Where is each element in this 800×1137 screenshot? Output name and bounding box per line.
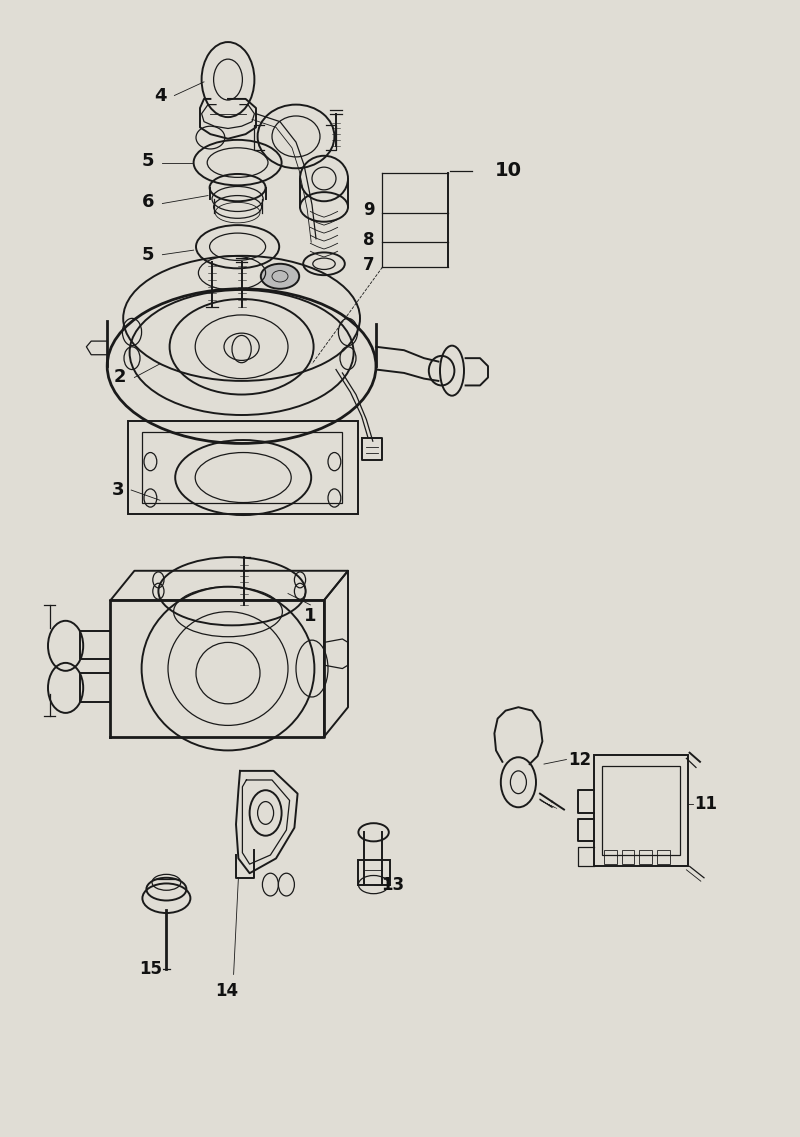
Text: 14: 14 (216, 982, 238, 1001)
Text: 13: 13 (381, 875, 404, 894)
Text: 10: 10 (494, 161, 522, 180)
Text: 6: 6 (142, 193, 154, 211)
Ellipse shape (261, 264, 299, 289)
Text: 1: 1 (304, 607, 317, 625)
Bar (604, 850, 617, 864)
Text: 4: 4 (154, 86, 166, 105)
Bar (657, 850, 670, 864)
Text: 9: 9 (362, 201, 374, 219)
Text: 2: 2 (114, 368, 126, 387)
Text: 7: 7 (362, 256, 374, 274)
Bar (142, 432, 342, 503)
Text: 15: 15 (139, 960, 162, 978)
Text: 8: 8 (363, 231, 374, 249)
Text: 5: 5 (142, 152, 154, 171)
Bar (622, 850, 634, 864)
Text: 11: 11 (694, 795, 718, 813)
Text: 3: 3 (112, 481, 125, 499)
Bar (128, 421, 358, 514)
Bar (358, 860, 390, 885)
Bar (639, 850, 652, 864)
Text: 5: 5 (142, 246, 154, 264)
Bar (602, 766, 680, 855)
Bar (594, 755, 688, 866)
Text: 12: 12 (568, 750, 591, 769)
